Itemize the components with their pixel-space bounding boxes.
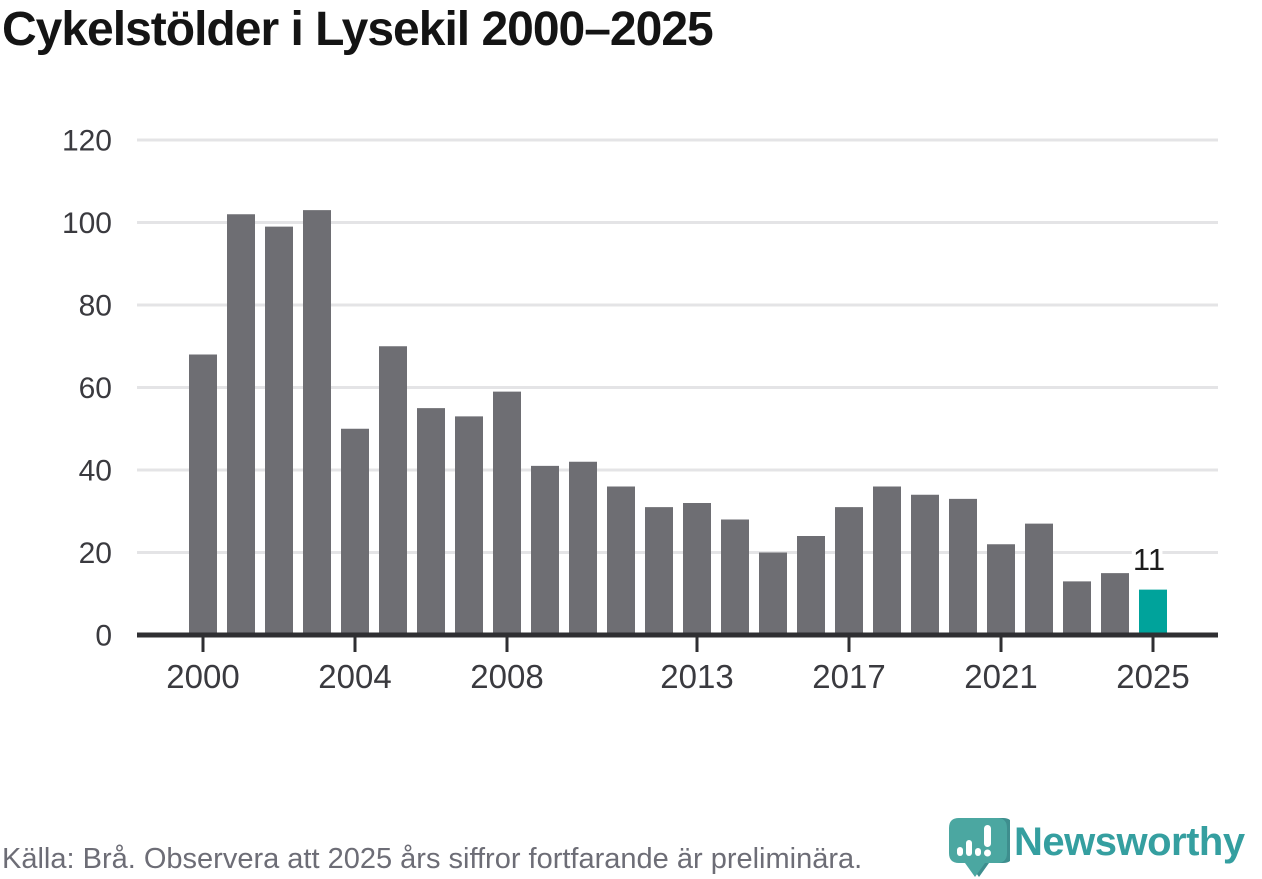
y-axis-tick-label: 60 (79, 372, 112, 405)
newsworthy-wordmark: Newsworthy (1014, 820, 1245, 864)
bar-2023 (1063, 581, 1091, 636)
y-axis-tick-label: 20 (79, 537, 112, 570)
bar-chart: 0 20 40 60 80 100 120 2000 2004 2008 2013 2017 2021 2… (62, 125, 1218, 695)
bar-2001 (227, 214, 255, 636)
bar-2025 (1139, 589, 1167, 636)
bar-2019 (911, 494, 939, 636)
bar-2015 (759, 552, 787, 636)
bar-2017 (835, 507, 863, 636)
bar-2000 (189, 354, 217, 636)
bar-2024 (1101, 573, 1129, 636)
bar-2004 (341, 428, 369, 636)
bar-2005 (379, 346, 407, 636)
y-axis-tick-label: 80 (79, 290, 112, 323)
x-axis-tick-label: 2021 (964, 658, 1037, 695)
bar-2002 (265, 226, 293, 636)
x-axis-tick-label: 2000 (166, 658, 239, 695)
bar-2003 (303, 210, 331, 636)
highlight-value-label: 11 (1133, 542, 1165, 577)
page-title: Cykelstölder i Lysekil 2000–2025 (2, 3, 714, 56)
pin-body (949, 818, 1007, 877)
x-axis-tick-label: 2008 (470, 658, 543, 695)
bar-2020 (949, 498, 977, 636)
x-axis-tick-label: 2025 (1116, 658, 1189, 695)
bar-2006 (417, 408, 445, 636)
bar-2011 (607, 486, 635, 636)
bar-2008 (493, 391, 521, 636)
source-note: Källa: Brå. Observera att 2025 års siffr… (2, 843, 863, 875)
bar-2013 (683, 503, 711, 636)
bar-2014 (721, 519, 749, 636)
bar-2009 (531, 465, 559, 636)
y-axis-tick-label: 100 (62, 207, 112, 240)
newsworthy-logo: Newsworthy (946, 816, 1262, 879)
x-axis-tick-label: 2017 (812, 658, 885, 695)
bar-2021 (987, 544, 1015, 636)
y-axis-tick-label: 120 (62, 125, 112, 158)
pin-bar-glyphs (957, 825, 991, 857)
bar-2007 (455, 416, 483, 636)
bar-2022 (1025, 523, 1053, 636)
newsworthy-pin-icon (949, 818, 1010, 877)
bar-2018 (873, 486, 901, 636)
y-axis-tick-label: 0 (95, 620, 112, 653)
x-axis-tick-label: 2013 (660, 658, 733, 695)
x-axis-tick-label: 2004 (318, 658, 391, 695)
bar-2012 (645, 507, 673, 636)
bar-2016 (797, 536, 825, 636)
y-axis-tick-label: 40 (79, 455, 112, 488)
bar-2010 (569, 461, 597, 636)
